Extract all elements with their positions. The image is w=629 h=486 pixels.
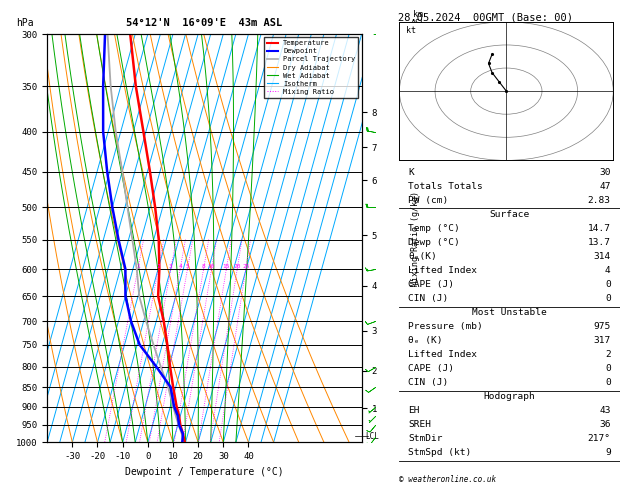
Text: 0: 0 — [605, 280, 611, 289]
Text: 217°: 217° — [587, 434, 611, 443]
Text: 20: 20 — [233, 264, 241, 269]
Text: Surface: Surface — [489, 210, 530, 219]
Text: 47: 47 — [599, 182, 611, 191]
Text: 28.05.2024  00GMT (Base: 00): 28.05.2024 00GMT (Base: 00) — [398, 12, 572, 22]
Text: © weatheronline.co.uk: © weatheronline.co.uk — [399, 474, 496, 484]
Text: km
ASL: km ASL — [411, 10, 426, 28]
Text: Lifted Index: Lifted Index — [408, 350, 477, 359]
Text: kt: kt — [406, 26, 416, 35]
Text: 0: 0 — [605, 364, 611, 373]
Text: Most Unstable: Most Unstable — [472, 308, 547, 317]
Text: 5: 5 — [186, 264, 189, 269]
Text: 314: 314 — [594, 252, 611, 261]
Text: 2: 2 — [605, 350, 611, 359]
Text: Totals Totals: Totals Totals — [408, 182, 483, 191]
Text: 2.83: 2.83 — [587, 196, 611, 205]
Text: Dewp (°C): Dewp (°C) — [408, 238, 460, 247]
Text: K: K — [408, 168, 414, 177]
Text: 30: 30 — [599, 168, 611, 177]
Text: 43: 43 — [599, 406, 611, 415]
Text: θₑ(K): θₑ(K) — [408, 252, 437, 261]
Text: 2: 2 — [157, 264, 160, 269]
Text: 0: 0 — [605, 294, 611, 303]
Text: 15: 15 — [223, 264, 230, 269]
Text: StmSpd (kt): StmSpd (kt) — [408, 448, 472, 457]
Text: 4: 4 — [178, 264, 182, 269]
Text: 8: 8 — [202, 264, 206, 269]
Text: 10: 10 — [208, 264, 215, 269]
Text: hPa: hPa — [16, 18, 33, 28]
Text: StmDir: StmDir — [408, 434, 443, 443]
Text: 14.7: 14.7 — [587, 224, 611, 233]
Text: 975: 975 — [594, 322, 611, 331]
Text: Hodograph: Hodograph — [484, 392, 535, 401]
Text: EH: EH — [408, 406, 420, 415]
Text: 3: 3 — [169, 264, 173, 269]
Text: Lifted Index: Lifted Index — [408, 266, 477, 275]
Text: PW (cm): PW (cm) — [408, 196, 448, 205]
Text: CIN (J): CIN (J) — [408, 378, 448, 387]
Text: 25: 25 — [242, 264, 250, 269]
Text: 9: 9 — [605, 448, 611, 457]
Text: 4: 4 — [605, 266, 611, 275]
Text: Pressure (mb): Pressure (mb) — [408, 322, 483, 331]
Text: 0: 0 — [605, 378, 611, 387]
Text: CAPE (J): CAPE (J) — [408, 364, 454, 373]
Legend: Temperature, Dewpoint, Parcel Trajectory, Dry Adiabat, Wet Adiabat, Isotherm, Mi: Temperature, Dewpoint, Parcel Trajectory… — [264, 37, 358, 98]
X-axis label: Dewpoint / Temperature (°C): Dewpoint / Temperature (°C) — [125, 467, 284, 477]
Text: 317: 317 — [594, 336, 611, 345]
Y-axis label: Mixing Ratio (g/kg): Mixing Ratio (g/kg) — [411, 191, 421, 286]
Text: 13.7: 13.7 — [587, 238, 611, 247]
Text: CIN (J): CIN (J) — [408, 294, 448, 303]
Text: 1: 1 — [136, 264, 140, 269]
Text: CAPE (J): CAPE (J) — [408, 280, 454, 289]
Text: LCL: LCL — [365, 432, 379, 441]
Text: 54°12'N  16°09'E  43m ASL: 54°12'N 16°09'E 43m ASL — [126, 18, 282, 28]
Text: SREH: SREH — [408, 420, 431, 429]
Text: 36: 36 — [599, 420, 611, 429]
Text: Temp (°C): Temp (°C) — [408, 224, 460, 233]
Text: θₑ (K): θₑ (K) — [408, 336, 443, 345]
